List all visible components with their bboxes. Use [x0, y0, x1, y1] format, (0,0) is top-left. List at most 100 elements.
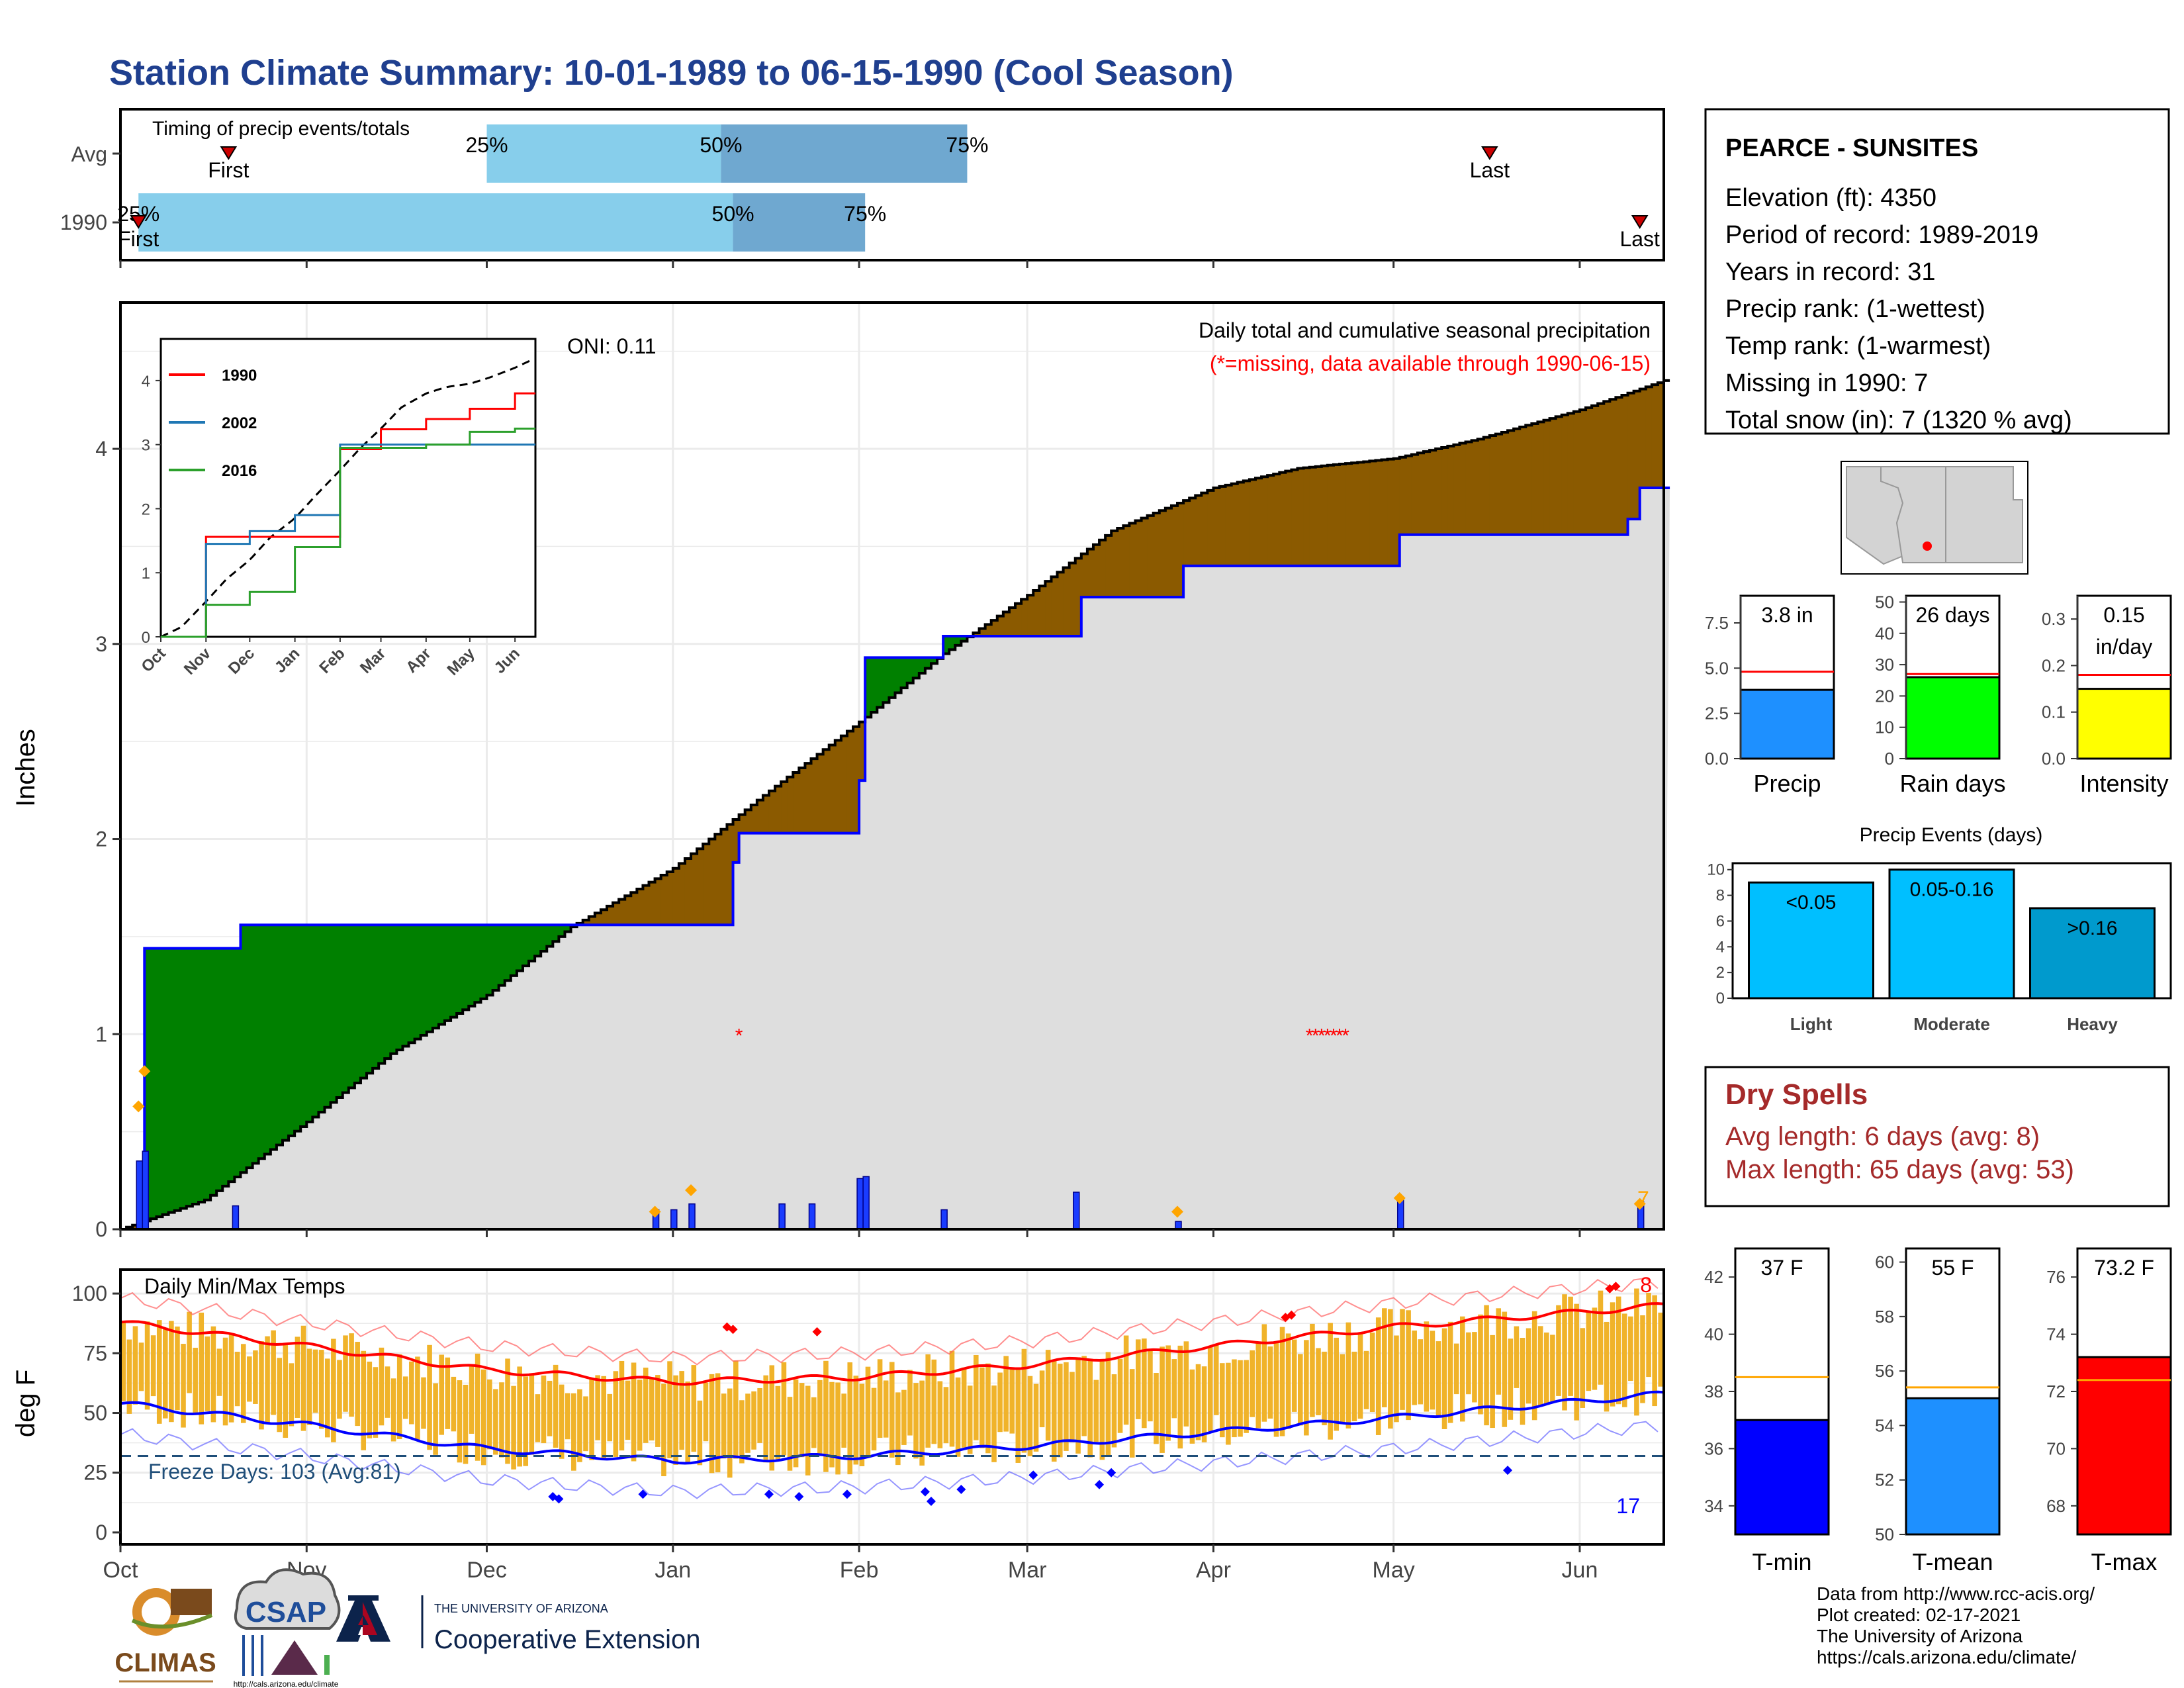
below-avg-fill: [1303, 467, 1310, 566]
temp-y-axis: 0 25 50 75 100: [72, 1282, 120, 1544]
daily-temp-bar: [1165, 1345, 1171, 1441]
below-avg-fill: [715, 834, 721, 925]
credit-line: Plot created: 02-17-2021: [1817, 1605, 2021, 1625]
below-avg-fill: [1592, 405, 1598, 535]
daily-temp-bar: [913, 1383, 919, 1459]
daily-temp-bar: [487, 1379, 492, 1450]
daily-temp-bar: [493, 1389, 498, 1455]
below-avg-fill: [823, 749, 830, 833]
above-avg-fill: [390, 925, 398, 1054]
daily-precip-bar: [808, 1203, 816, 1230]
daily-temp-bar: [1340, 1354, 1345, 1425]
daily-temp-bar: [1550, 1335, 1555, 1402]
below-avg-fill: [1279, 472, 1286, 566]
below-avg-fill: [1195, 495, 1202, 566]
daily-temp-bar: [1045, 1350, 1051, 1441]
temp-bar-tick-label: 38: [1704, 1382, 1723, 1401]
daily-temp-bar: [1135, 1339, 1141, 1419]
daily-temp-bar: [1027, 1376, 1033, 1456]
timing-bar-first-half: [486, 124, 721, 183]
timing-first-marker: [130, 215, 148, 229]
above-avg-fill: [192, 948, 199, 1204]
above-avg-fill: [306, 925, 313, 1122]
daily-temp-bar: [1459, 1316, 1465, 1422]
daily-temp-bar: [769, 1365, 775, 1471]
above-avg-fill: [480, 925, 488, 999]
daily-temp-bar: [1592, 1307, 1598, 1390]
climas-logo: CLIMAS: [114, 1585, 216, 1683]
below-avg-fill: [631, 892, 637, 925]
below-avg-fill: [666, 872, 674, 925]
above-avg-fill: [156, 948, 163, 1217]
daily-temp-bar: [763, 1375, 768, 1463]
snow-marker: [138, 1065, 151, 1078]
daily-temp-bar: [1363, 1350, 1369, 1409]
record-low-marker: [956, 1485, 966, 1494]
above-avg-fill: [198, 948, 205, 1203]
snow-marker: [1633, 1197, 1646, 1210]
daily-temp-bar: [156, 1320, 162, 1424]
summary-bar-tick-label: 50: [1875, 592, 1894, 612]
daily-temp-bar: [1117, 1358, 1123, 1433]
below-avg-fill: [1249, 479, 1256, 566]
summary-bar-tick-label: 0.2: [2042, 655, 2066, 675]
freeze-days-label: Freeze Days: 103 (Avg:81): [148, 1460, 401, 1483]
below-avg-fill: [1514, 428, 1520, 535]
daily-temp-bar: [637, 1380, 643, 1451]
daily-temp-bar: [181, 1344, 186, 1428]
daily-temp-bar: [415, 1356, 420, 1441]
below-avg-fill: [1147, 515, 1154, 598]
temp-bar-tick-label: 74: [2046, 1325, 2066, 1344]
below-avg-fill: [1015, 603, 1022, 636]
above-avg-fill: [222, 948, 229, 1186]
daily-temp-bar: [1351, 1351, 1357, 1421]
below-avg-fill: [1237, 482, 1244, 566]
below-avg-fill: [1309, 467, 1316, 566]
station-detail-line: Temp rank: (1-warmest): [1725, 332, 1991, 360]
daily-temp-bar: [499, 1382, 504, 1458]
timing-first-label: First: [208, 158, 249, 182]
month-label: Dec: [467, 1558, 506, 1583]
timing-row-1990: 1990: [60, 211, 107, 234]
above-avg-fill: [336, 925, 343, 1098]
daily-temp-bar: [1177, 1345, 1183, 1449]
missing-marker: *: [1336, 1025, 1343, 1047]
above-avg-fill: [324, 925, 332, 1107]
daily-temp-bar: [511, 1385, 516, 1470]
daily-temp-bar: [1556, 1305, 1561, 1396]
daily-temp-bar: [187, 1311, 192, 1393]
daily-temp-bar: [847, 1362, 853, 1475]
daily-temp-bar: [919, 1380, 925, 1466]
daily-temp-bar: [1586, 1311, 1592, 1391]
below-avg-fill: [1027, 595, 1034, 636]
below-avg-fill: [1399, 457, 1406, 535]
daily-temp-bar: [589, 1379, 594, 1460]
inset-y-tick-label: 1: [142, 565, 150, 583]
record-min-line: [120, 1421, 1659, 1499]
above-avg-fill: [547, 925, 553, 947]
precip-y-tick-label: 4: [95, 437, 107, 461]
daily-temp-bar: [1310, 1323, 1315, 1417]
snow-marker: [132, 1100, 145, 1113]
temp-panel: 0 25 50 75 100 deg F Daily Min/Max Temps Fre…: [11, 1268, 1665, 1583]
below-avg-fill: [985, 624, 992, 636]
daily-temp-bar: [751, 1391, 756, 1450]
temp-bar-tick-label: 52: [1875, 1470, 1894, 1490]
daily-temp-bar: [1478, 1314, 1483, 1415]
above-avg-fill: [228, 948, 236, 1182]
daily-temp-bar: [379, 1347, 385, 1426]
temp-panel-title: Daily Min/Max Temps: [144, 1274, 345, 1298]
below-avg-fill: [691, 853, 698, 925]
daily-temp-bar: [1003, 1356, 1009, 1432]
above-avg-fill: [426, 925, 433, 1032]
daily-temp-bar: [547, 1380, 553, 1436]
daily-temp-bar: [1615, 1296, 1621, 1405]
above-avg-fill: [408, 925, 416, 1043]
summary-bars: 0.0 2.5 5.0 7.5 3.8 in Precip 0 10 20 30 40 50 26 da…: [1705, 592, 2172, 797]
daily-temp-bar: [144, 1321, 150, 1410]
temp-bar-tick-label: 54: [1875, 1415, 1894, 1435]
daily-precip-bar: [862, 1176, 870, 1230]
above-avg-fill: [955, 636, 962, 645]
daily-temp-bar: [1394, 1335, 1399, 1423]
